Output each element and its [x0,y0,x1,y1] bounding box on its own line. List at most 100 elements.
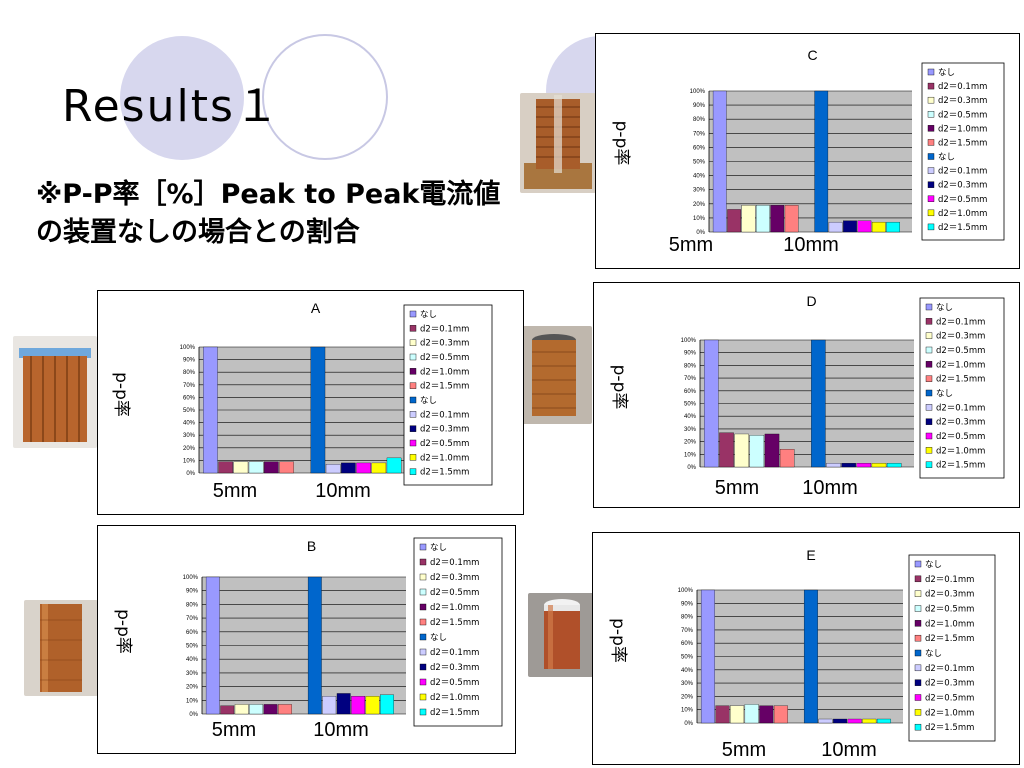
y-tick-label: 40% [684,414,697,420]
bar-a-10mm-6 [386,457,402,474]
bar-a-5mm-2 [218,461,233,474]
legend-swatch [927,68,935,76]
legend-swatch [914,560,922,568]
y-tick-label: 50% [684,402,697,408]
bar-c-5mm-6 [784,205,799,233]
bar-e-10mm-4 [847,718,862,724]
legend-label: d2＝0.1mm [430,558,479,568]
legend-label: d2＝0.3mm [938,181,987,191]
legend-label: d2＝0.1mm [925,575,974,585]
legend-label: d2＝1.5mm [936,375,985,385]
legend-label: d2＝0.5mm [420,353,469,363]
y-tick-label: 0% [696,230,705,236]
legend-label: d2＝0.1mm [430,648,479,658]
legend-label: d2＝1.5mm [420,382,469,392]
coil-photo-b [24,600,98,696]
bar-a-10mm-4 [356,462,371,474]
legend-label: d2＝1.5mm [925,634,974,644]
y-axis-label: p-p率 [608,618,628,663]
bar-b-5mm-5 [263,704,278,715]
coil-photo-d [516,326,592,424]
category-label: 10mm [313,719,369,741]
bar-c-10mm-2 [828,221,843,233]
legend-label: なし [938,153,955,163]
y-tick-label: 50% [186,644,199,650]
bar-c-10mm-3 [843,220,857,233]
category-label: 5mm [213,480,257,502]
y-tick-label: 70% [186,616,199,622]
legend-swatch [925,361,933,368]
y-tick-label: 0% [687,465,696,471]
legend-swatch [927,139,935,146]
chart-svg-a: Ap-p率 100% 90% 80% 70% 60% 50% 40% 30% 20% 10% 0% 5m… [111,300,493,502]
bar-d-5mm-6 [779,449,795,468]
legend-label: d2＝1.5mm [430,708,479,718]
bar-d-5mm-5 [764,433,780,468]
legend-label: d2＝1.0mm [938,124,987,134]
coil-photo-e [528,593,596,677]
bar-c-10mm-6 [886,221,900,233]
legend-label: なし [430,543,447,553]
legend-swatch [419,573,427,581]
y-axis-label: p-p率 [113,609,133,654]
legend-swatch [927,82,935,90]
bar-e-5mm-1 [700,589,715,724]
legend-label: d2＝0.1mm [420,324,469,334]
legend-label: d2＝0.5mm [936,346,985,356]
legend-swatch [927,153,935,160]
y-tick-label: 80% [684,363,697,369]
category-label: 5mm [212,719,256,741]
legend-swatch [925,432,933,440]
legend-label: なし [420,310,437,320]
bar-e-5mm-2 [715,705,730,724]
y-tick-label: 20% [681,694,694,700]
bar-a-5mm-1 [203,346,218,474]
bar-c-10mm-1 [814,90,829,233]
legend-label: d2＝1.0mm [936,446,985,456]
y-tick-label: 60% [693,145,706,151]
legend-swatch [419,588,427,596]
legend-label: d2＝1.5mm [430,618,479,628]
category-label: 10mm [821,739,877,761]
bar-d-10mm-2 [826,463,841,468]
legend-label: d2＝0.5mm [420,439,469,449]
legend-swatch [914,664,922,672]
bar-b-10mm-2 [322,696,337,715]
legend-swatch [925,303,933,311]
bar-b-5mm-3 [234,704,249,715]
bar-c-10mm-5 [871,221,886,233]
legend-swatch [925,346,933,354]
bar-b-10mm-6 [380,694,394,715]
legend-swatch [925,404,933,411]
bar-a-5mm-5 [264,461,279,474]
legend-swatch [914,723,922,731]
chart-title: C [807,47,817,63]
chart-title: A [311,300,321,316]
y-tick-label: 20% [693,202,706,208]
category-label: 10mm [802,477,858,499]
legend-label: d2＝1.5mm [938,138,987,148]
legend-swatch [914,649,922,657]
legend-swatch [927,181,935,188]
bar-c-5mm-2 [727,209,741,233]
bar-c-10mm-4 [857,220,872,233]
category-label: 10mm [315,480,371,502]
chart-title: D [806,293,816,309]
y-tick-label: 80% [186,602,199,608]
bar-d-5mm-1 [704,339,719,468]
legend-label: d2＝1.0mm [936,360,985,370]
legend-label: d2＝1.0mm [430,603,479,613]
legend-swatch [927,125,935,132]
y-tick-label: 60% [186,630,199,636]
y-tick-label: 60% [684,389,697,395]
y-tick-label: 10% [684,452,697,458]
bar-c-5mm-4 [756,205,770,233]
y-tick-label: 70% [183,383,196,389]
bar-e-10mm-1 [803,589,818,724]
legend-swatch [419,678,427,686]
legend-label: d2＝0.5mm [936,432,985,442]
y-tick-label: 60% [183,395,196,401]
bar-a-5mm-4 [248,461,264,474]
legend-label: なし [938,68,955,78]
